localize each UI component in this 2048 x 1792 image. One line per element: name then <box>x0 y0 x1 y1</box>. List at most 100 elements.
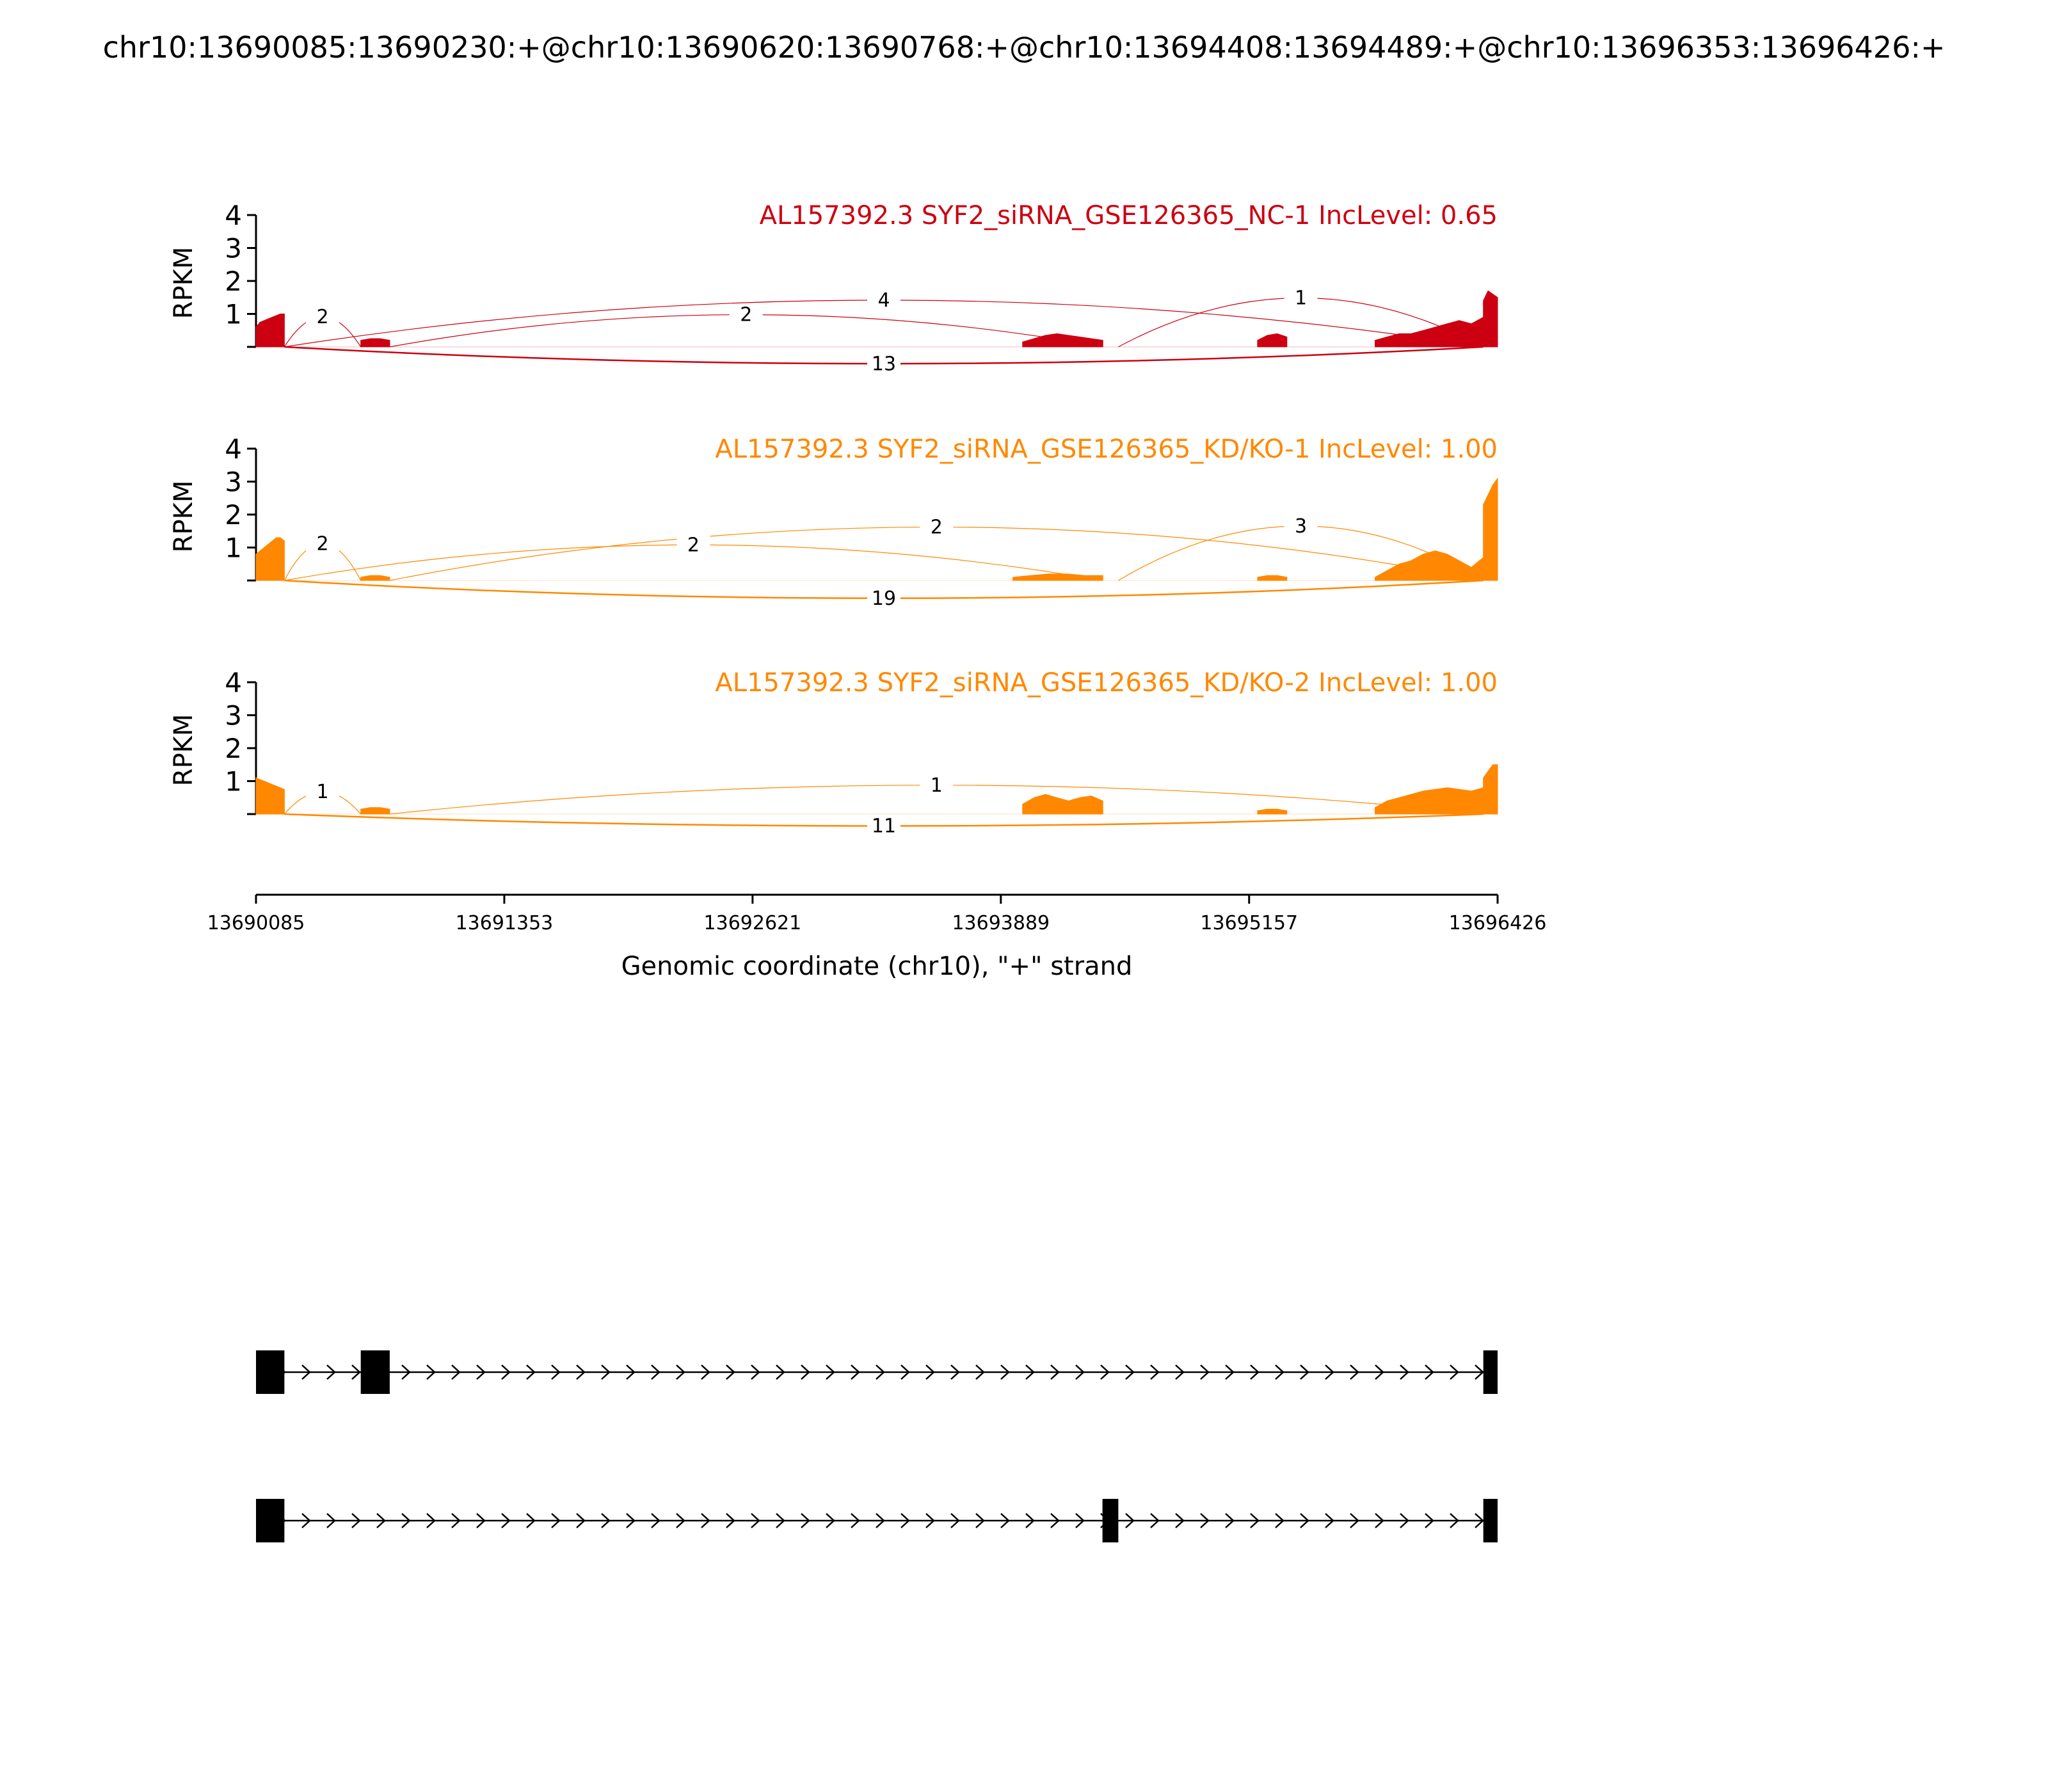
strand-arrow <box>626 1513 636 1528</box>
strand-arrow <box>626 1364 636 1380</box>
strand-arrow <box>826 1513 835 1528</box>
strand-arrow <box>351 1513 361 1528</box>
strand-arrow <box>776 1513 785 1528</box>
y-axis-label: RPKM <box>169 714 198 787</box>
strand-arrow <box>1225 1364 1235 1380</box>
x-tick-label: 13696426 <box>1449 912 1547 934</box>
strand-arrow <box>1250 1364 1260 1380</box>
strand-arrow <box>676 1364 685 1380</box>
strand-arrow <box>1450 1513 1459 1528</box>
junction-count-label: 3 <box>1295 515 1307 538</box>
coverage-area <box>255 314 285 348</box>
strand-arrow <box>876 1513 885 1528</box>
exon-block <box>360 1350 390 1394</box>
y-axis-label: RPKM <box>169 247 198 319</box>
y-tick-label: 1 <box>225 532 242 564</box>
strand-arrow <box>1425 1513 1434 1528</box>
strand-arrow <box>1100 1364 1110 1380</box>
strand-arrow <box>1050 1513 1060 1528</box>
y-tick-label: 3 <box>225 467 242 498</box>
junction-label-bg <box>867 288 901 312</box>
exon-block <box>256 1499 285 1542</box>
coverage-area <box>1483 764 1498 815</box>
x-axis-label: Genomic coordinate (chr10), "+" strand <box>621 952 1133 981</box>
junction-label-bg <box>306 305 340 329</box>
panel-title: AL157392.3 SYF2_siRNA_GSE126365_NC-1 Inc… <box>760 201 1498 230</box>
strand-arrow <box>526 1364 536 1380</box>
strand-arrow <box>925 1513 935 1528</box>
junction-label-bg <box>1284 514 1318 538</box>
coverage-area <box>1012 573 1103 581</box>
strand-arrow <box>551 1364 561 1380</box>
y-axis-label: RPKM <box>169 481 198 553</box>
strand-arrow <box>726 1513 735 1528</box>
junction-count-label: 13 <box>872 353 896 375</box>
panel-title: AL157392.3 SYF2_siRNA_GSE126365_KD/KO-1 … <box>715 435 1498 464</box>
y-tick-label: 2 <box>225 733 242 764</box>
strand-arrow <box>1375 1364 1384 1380</box>
strand-arrow <box>351 1364 361 1380</box>
x-tick-label: 13693889 <box>952 912 1050 934</box>
coverage-area <box>1257 333 1288 348</box>
strand-arrow <box>301 1513 311 1528</box>
strand-arrow <box>526 1513 536 1528</box>
strand-arrow <box>1475 1513 1484 1528</box>
strand-arrow <box>950 1513 960 1528</box>
junction-label-bg <box>867 586 901 610</box>
strand-arrow <box>1025 1513 1035 1528</box>
strand-arrow <box>876 1364 885 1380</box>
strand-arrow <box>1075 1513 1085 1528</box>
strand-arrow <box>426 1513 436 1528</box>
strand-arrow <box>401 1513 411 1528</box>
strand-arrow <box>1400 1364 1409 1380</box>
strand-arrow <box>576 1513 586 1528</box>
junction-count-label: 11 <box>872 815 896 838</box>
strand-arrow <box>1325 1513 1334 1528</box>
strand-arrow <box>1375 1513 1384 1528</box>
strand-arrow <box>601 1364 611 1380</box>
strand-arrow <box>1075 1364 1085 1380</box>
strand-arrow <box>1150 1364 1160 1380</box>
strand-arrow <box>950 1364 960 1380</box>
strand-arrow <box>1325 1364 1334 1380</box>
transcript-1 <box>256 1350 1498 1394</box>
junction-count-label: 1 <box>1295 287 1307 310</box>
strand-arrow <box>1300 1513 1309 1528</box>
junction-label-bg <box>676 533 710 557</box>
strand-arrow <box>1300 1364 1309 1380</box>
coverage-area <box>1257 808 1288 815</box>
y-tick-label: 4 <box>225 667 242 698</box>
strand-arrow <box>1350 1364 1359 1380</box>
junction-count-label: 1 <box>316 781 328 803</box>
y-tick-label: 4 <box>225 200 242 231</box>
exon-block <box>1483 1350 1498 1394</box>
junction-label-bg <box>920 515 954 539</box>
panel-title: AL157392.3 SYF2_siRNA_GSE126365_KD/KO-2 … <box>715 668 1498 698</box>
x-tick-label: 13691353 <box>456 912 554 934</box>
strand-arrow <box>776 1364 785 1380</box>
y-tick-label: 1 <box>225 766 242 797</box>
strand-arrow <box>426 1364 436 1380</box>
figure-title: chr10:13690085:13690230:+@chr10:13690620… <box>103 30 1946 65</box>
strand-arrow <box>751 1364 760 1380</box>
strand-arrow <box>1200 1364 1210 1380</box>
strand-arrow <box>501 1364 511 1380</box>
strand-arrow <box>701 1513 710 1528</box>
strand-arrow <box>501 1513 511 1528</box>
y-tick-label: 2 <box>225 499 242 531</box>
strand-arrow <box>1175 1513 1185 1528</box>
strand-arrow <box>476 1513 486 1528</box>
strand-arrow <box>1000 1513 1010 1528</box>
coverage-area <box>1374 550 1484 581</box>
strand-arrow <box>826 1364 835 1380</box>
coverage-area <box>1257 575 1288 581</box>
strand-arrow <box>851 1513 860 1528</box>
strand-arrow <box>476 1364 486 1380</box>
strand-arrow <box>701 1364 710 1380</box>
strand-arrow <box>676 1513 685 1528</box>
junction-count-label: 2 <box>740 304 752 326</box>
junction-label-bg <box>867 814 901 838</box>
exon-block <box>1102 1499 1119 1542</box>
exon-block <box>256 1350 285 1394</box>
